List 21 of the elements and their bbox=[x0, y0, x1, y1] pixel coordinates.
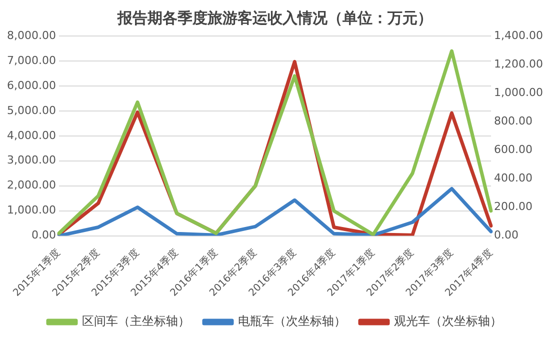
y2-tick-label: 200.00 bbox=[494, 200, 533, 214]
legend-label: 电瓶车（次坐标轴） bbox=[238, 314, 346, 328]
y-tick-label: 7,000.00 bbox=[7, 54, 56, 67]
y2-tick-label: 1,200.00 bbox=[494, 57, 543, 70]
legend-label: 观光车（次坐标轴） bbox=[394, 314, 502, 328]
y2-tick-label: 400.00 bbox=[494, 172, 533, 185]
y2-tick-label: 0.00 bbox=[494, 228, 519, 242]
y-tick-label: 2,000.00 bbox=[7, 178, 56, 192]
y-tick-label: 0.00 bbox=[31, 228, 56, 242]
y-tick-label: 1,000.00 bbox=[7, 204, 56, 217]
y-tick-label: 4,000.00 bbox=[7, 128, 56, 142]
y-tick-label: 8,000.00 bbox=[7, 28, 56, 42]
y2-tick-label: 600.00 bbox=[494, 143, 533, 156]
y2-tick-label: 800.00 bbox=[494, 114, 533, 128]
y-tick-label: 5,000.00 bbox=[7, 104, 56, 117]
legend-label: 区间车（主坐标轴） bbox=[82, 314, 190, 328]
chart-title: 报告期各季度旅游客运收入情况（单位：万元） bbox=[116, 8, 432, 27]
y2-tick-label: 1,400.00 bbox=[494, 28, 543, 42]
y-tick-label: 3,000.00 bbox=[7, 154, 56, 167]
y-tick-label: 6,000.00 bbox=[7, 78, 56, 92]
y2-tick-label: 1,000.00 bbox=[494, 86, 543, 99]
